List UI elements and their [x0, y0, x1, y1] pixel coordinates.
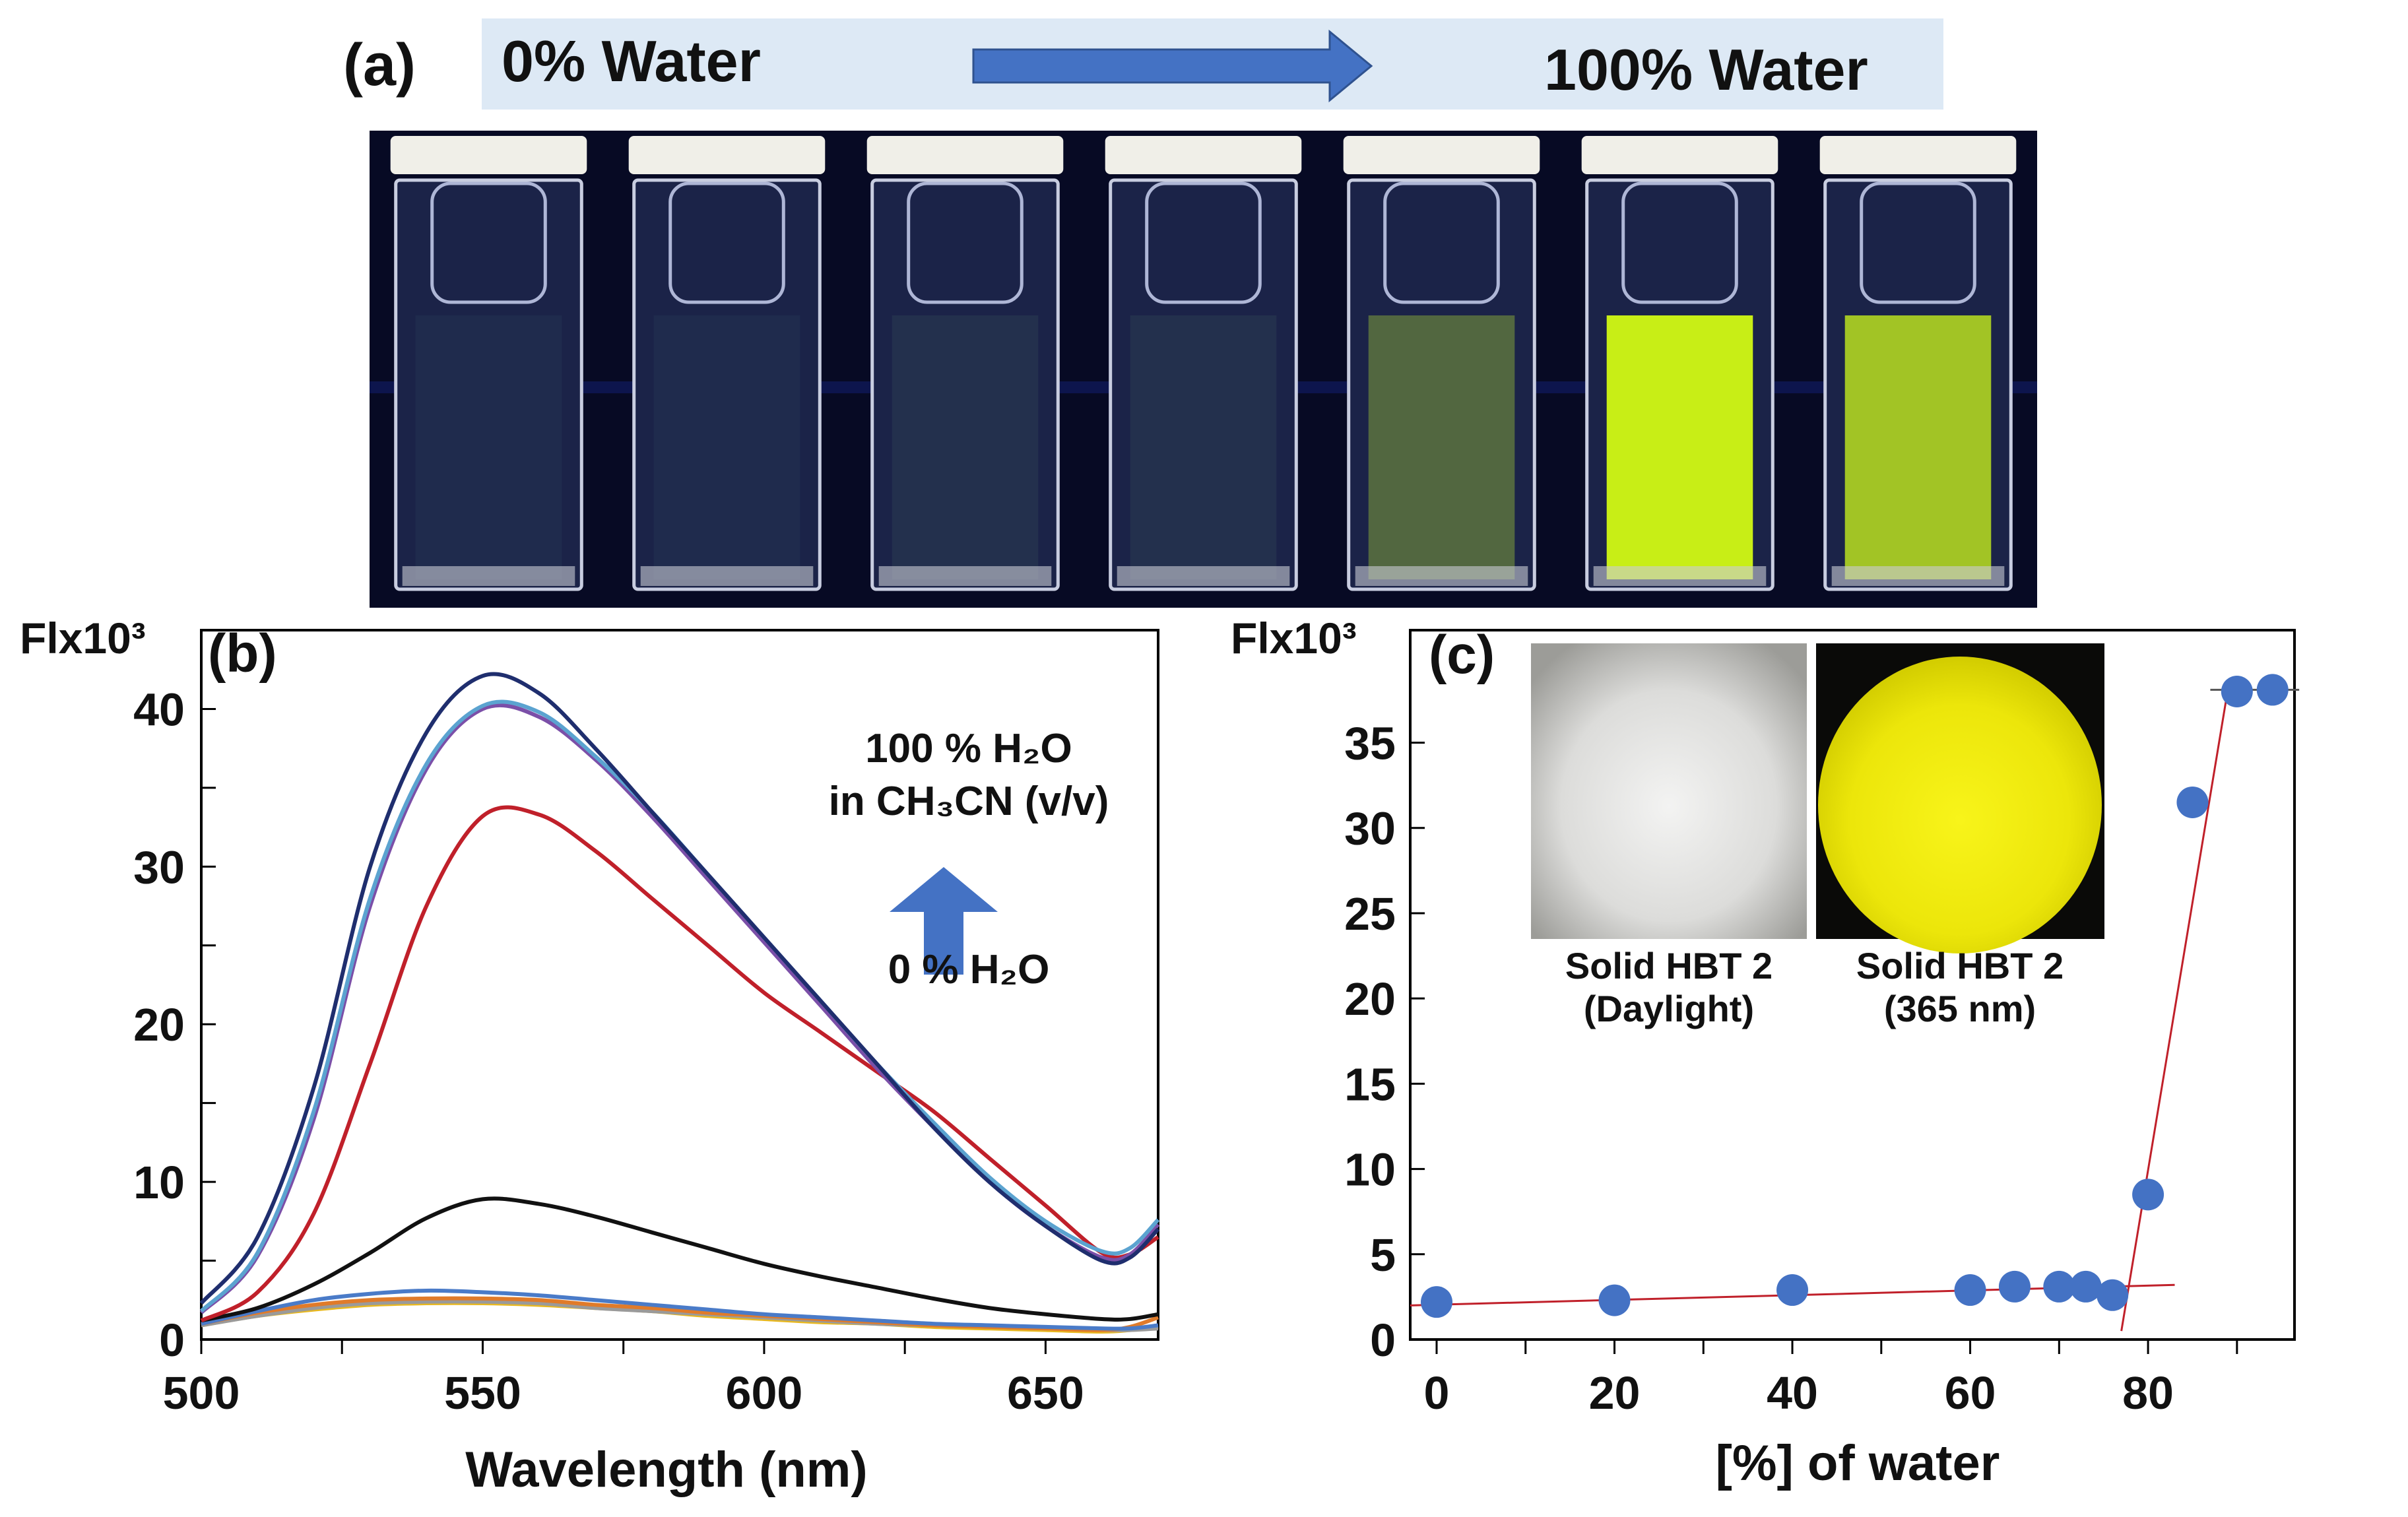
y-tick-label: 0 — [1370, 1314, 1396, 1366]
data-point — [2176, 786, 2209, 818]
plot-frame — [200, 629, 1159, 1341]
arrow-right-icon — [972, 29, 1373, 103]
y-unit-label: Flx10³ — [1231, 614, 1357, 662]
water-fraction-scatter-chart: 0 5 10 15 20 25 30 35 0 20 40 60 80 (c) Flx10³ Solid… — [1231, 614, 2300, 1491]
x-tick-label: 40 — [1767, 1367, 1818, 1419]
cuvette — [1581, 136, 1778, 591]
y-tick-label: 25 — [1344, 888, 1396, 940]
cuvette-photo-strip — [370, 131, 2037, 608]
data-point — [2132, 1178, 2164, 1211]
y-tick-label: 30 — [133, 841, 185, 893]
cuvette — [390, 136, 587, 591]
cuvette — [628, 136, 826, 591]
data-point — [1776, 1274, 1809, 1307]
inset-uv-caption-2: (365 nm) — [1884, 988, 2036, 1029]
inset-uv-caption-1: Solid HBT 2 — [1856, 945, 2064, 986]
y-tick-label: 35 — [1344, 718, 1396, 769]
x-tick-label: 600 — [726, 1367, 803, 1419]
arrow-up-icon — [890, 867, 998, 975]
data-point — [1421, 1286, 1452, 1318]
inset-daylight-photo — [1531, 643, 1807, 939]
annotation-0-water: 0 % H₂O — [888, 947, 1050, 992]
cuvette — [1105, 136, 1302, 591]
x-tick-label: 650 — [1007, 1367, 1084, 1419]
cuvette — [866, 136, 1064, 591]
spectrum-line — [201, 1288, 1159, 1331]
x-tick-label: 80 — [2122, 1367, 2174, 1419]
data-points — [1421, 674, 2289, 1318]
annotation-100-water: 100 % H₂O — [865, 726, 1072, 771]
spectrum-line — [200, 805, 1159, 1323]
y-tick-label: 5 — [1370, 1229, 1396, 1281]
data-point — [2097, 1279, 2129, 1311]
x-axis-label: Wavelength (nm) — [465, 1442, 867, 1498]
x-tick-label: 550 — [444, 1367, 521, 1419]
inset-daylight-caption-2: (Daylight) — [1584, 988, 1754, 1029]
trendline — [2120, 688, 2229, 1332]
data-point — [2221, 676, 2253, 707]
x-axis-label: [%] of water — [1716, 1435, 2000, 1491]
x-tick-label: 500 — [163, 1367, 240, 1419]
y-tick-label: 40 — [133, 684, 185, 735]
x-tick-label: 20 — [1589, 1367, 1641, 1419]
x-tick-label: 0 — [1424, 1367, 1450, 1419]
fluorescence-spectra-chart: 0 10 20 30 40 500 550 600 650 (b) Flx10³ 100 % H… — [20, 614, 1160, 1498]
y-tick-label: 10 — [1344, 1144, 1396, 1196]
y-tick-label: 30 — [1344, 803, 1396, 855]
panel-c-label: (c) — [1429, 625, 1495, 685]
x-tick-label: 60 — [1945, 1367, 1996, 1419]
data-point — [1954, 1274, 1986, 1307]
panel-a-label: (a) — [343, 32, 416, 98]
spectrum-line — [201, 1196, 1159, 1323]
data-point — [1598, 1284, 1631, 1316]
banner-right-label: 100% Water — [1544, 37, 1868, 102]
spectrum-line — [199, 672, 1160, 1305]
y-tick-label: 0 — [159, 1314, 185, 1366]
axes: 0 5 10 15 20 25 30 35 0 20 40 60 80 — [1344, 718, 2238, 1419]
plot-frame — [1409, 629, 2296, 1341]
cuvette — [1819, 136, 2017, 591]
y-tick-label: 20 — [1344, 973, 1396, 1025]
axes: 0 10 20 30 40 500 550 600 650 — [133, 684, 1084, 1419]
data-point — [2069, 1270, 2102, 1303]
annotation-in-acetonitrile: in CH₃CN (v/v) — [829, 779, 1109, 824]
y-tick-label: 10 — [133, 1157, 185, 1208]
y-tick-label: 20 — [133, 999, 185, 1050]
series-lines — [199, 672, 1160, 1334]
inset-uv-photo — [1816, 643, 2104, 953]
y-unit-label: Flx10³ — [20, 614, 146, 662]
data-point — [2256, 674, 2289, 706]
data-point — [1998, 1270, 2031, 1303]
y-tick-label: 15 — [1344, 1058, 1396, 1110]
panel-b-label: (b) — [208, 624, 277, 684]
data-point — [2043, 1270, 2075, 1303]
inset-daylight-caption-1: Solid HBT 2 — [1565, 945, 1773, 986]
cuvette — [1343, 136, 1540, 591]
banner-left-label: 0% Water — [502, 28, 761, 94]
